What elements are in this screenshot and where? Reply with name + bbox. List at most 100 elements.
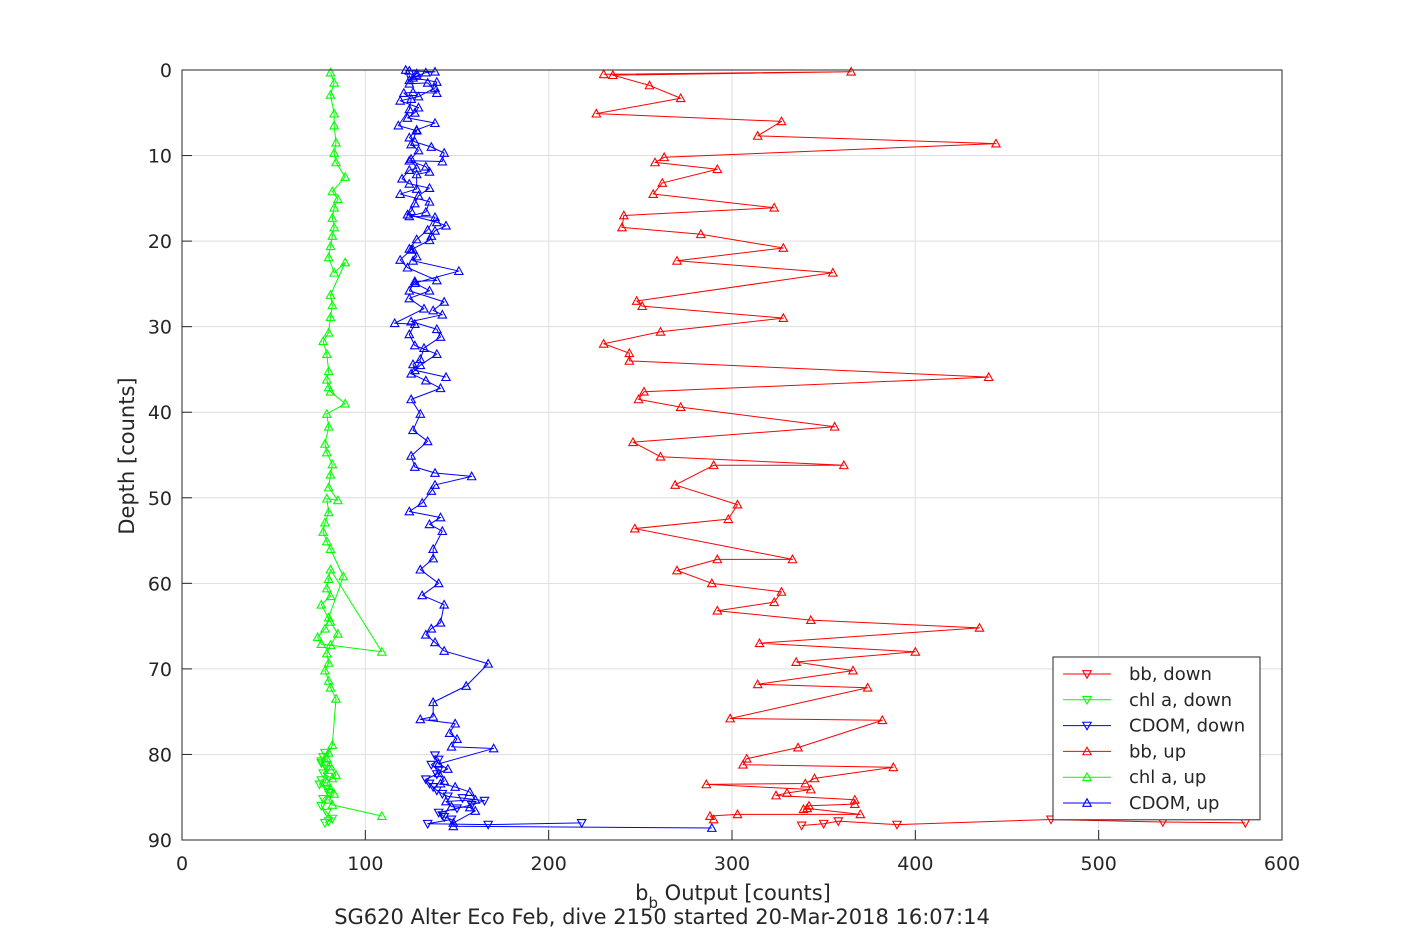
data-point	[429, 117, 441, 127]
y-axis-label: Depth [counts]	[115, 377, 139, 534]
data-point	[428, 305, 439, 315]
data-point	[439, 775, 450, 785]
data-point	[404, 285, 415, 295]
data-point	[431, 275, 442, 285]
data-point	[420, 629, 431, 639]
data-point	[321, 583, 332, 593]
data-point	[393, 120, 404, 130]
data-point	[833, 817, 844, 827]
data-point	[404, 132, 415, 142]
data-point	[338, 571, 349, 581]
data-point	[318, 335, 329, 346]
data-point	[778, 312, 789, 323]
data-point	[629, 523, 640, 533]
data-point	[413, 145, 424, 155]
legend-marker	[1081, 746, 1093, 756]
data-point	[591, 108, 602, 118]
data-point	[659, 151, 670, 162]
data-point	[404, 104, 415, 114]
data-point	[411, 70, 422, 80]
data-point	[323, 506, 334, 517]
data-point	[402, 209, 413, 219]
data-point	[406, 394, 417, 404]
y-tick-label: 70	[148, 659, 172, 681]
data-point	[649, 157, 661, 167]
data-point	[407, 358, 419, 369]
x-tick-label: 0	[176, 853, 188, 875]
data-point	[323, 794, 334, 804]
legend-label: CDOM, down	[1129, 716, 1245, 737]
y-tick-label: 20	[148, 231, 172, 253]
data-point	[732, 499, 743, 509]
data-point	[327, 814, 338, 824]
data-point	[846, 66, 857, 76]
legend-item-bb-up: bb, up	[1063, 741, 1186, 762]
data-point	[330, 137, 342, 147]
data-point	[426, 485, 437, 495]
data-point	[406, 244, 417, 254]
data-point	[431, 323, 442, 334]
data-point	[323, 817, 334, 827]
data-point	[422, 435, 433, 446]
data-point	[418, 303, 430, 313]
data-point	[657, 177, 668, 187]
data-point	[429, 751, 441, 761]
data-point	[778, 242, 789, 252]
data-point	[439, 296, 450, 306]
data-point	[323, 657, 334, 667]
data-point	[435, 617, 446, 627]
data-point	[323, 252, 334, 262]
legend-marker	[1081, 670, 1093, 680]
data-point	[435, 382, 446, 393]
data-point	[319, 438, 331, 448]
x-axis-ticks: 0 100 200 300 400 500 600	[176, 830, 1300, 875]
data-point	[426, 760, 437, 771]
data-point	[849, 794, 860, 804]
data-point	[809, 773, 820, 783]
data-point	[406, 205, 417, 216]
data-point	[440, 796, 452, 806]
data-point	[398, 87, 409, 98]
legend-marker	[1081, 721, 1093, 731]
legend-marker	[1081, 771, 1093, 782]
data-point	[428, 696, 439, 707]
data-point	[855, 809, 866, 819]
data-point	[910, 646, 921, 656]
data-point	[319, 665, 331, 675]
data-point	[323, 747, 334, 757]
data-point	[675, 401, 686, 411]
data-point	[329, 108, 340, 118]
data-point	[327, 299, 338, 310]
data-point	[329, 147, 340, 157]
data-point	[708, 459, 719, 470]
data-point	[862, 682, 873, 692]
data-point	[404, 329, 415, 339]
series-line	[801, 818, 1246, 826]
data-point	[725, 713, 736, 723]
series-bb-down	[796, 815, 1251, 831]
data-point	[437, 811, 448, 821]
data-point	[637, 300, 648, 311]
data-point	[332, 193, 343, 204]
data-point	[396, 173, 408, 183]
data-point	[409, 340, 420, 350]
data-point	[418, 342, 430, 352]
data-point	[325, 469, 336, 479]
data-point	[404, 155, 415, 165]
data-point	[428, 543, 439, 554]
data-point	[435, 331, 446, 341]
data-point	[446, 741, 457, 751]
data-point	[470, 794, 481, 804]
data-point	[415, 408, 426, 418]
data-point	[891, 820, 903, 830]
data-point	[769, 596, 780, 607]
data-point	[402, 112, 413, 122]
x-tick-label: 600	[1264, 853, 1300, 875]
data-point	[671, 255, 683, 265]
data-point	[413, 102, 424, 112]
data-point	[712, 605, 723, 615]
data-point	[627, 436, 639, 447]
data-point	[633, 394, 644, 404]
data-point	[321, 536, 332, 546]
legend-item-bb-down: bb, down	[1063, 664, 1212, 685]
